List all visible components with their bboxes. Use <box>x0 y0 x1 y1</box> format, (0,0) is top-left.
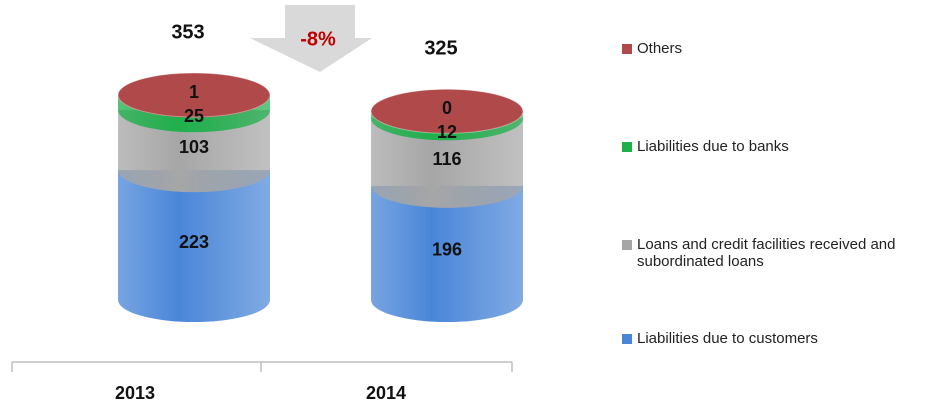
value-label: 223 <box>179 232 209 252</box>
cylinder-segment <box>371 118 523 208</box>
cylinder-top <box>370 88 524 134</box>
value-label: 1 <box>189 82 199 102</box>
total-label: 353 <box>171 21 204 43</box>
x-tick-label: 2014 <box>366 383 406 403</box>
cylinder-top <box>117 72 271 118</box>
cylinder-segment <box>118 110 270 193</box>
cylinder-segment <box>371 185 523 322</box>
legend-swatch <box>622 44 632 54</box>
legend-label: Liabilities due to customers <box>637 330 818 347</box>
legend-item: Loans and credit facilities received and… <box>622 236 942 270</box>
value-label: 116 <box>432 149 461 169</box>
legend-item: Liabilities due to customers <box>622 330 942 347</box>
change-arrow <box>250 5 372 72</box>
legend-item: Others <box>622 40 942 57</box>
value-label: 103 <box>179 137 209 157</box>
x-tick-label: 2013 <box>115 383 155 403</box>
legend-item: Liabilities due to banks <box>622 138 942 155</box>
legend-label: Loans and credit facilities received and… <box>637 236 896 270</box>
change-annotation: -8% <box>300 28 336 50</box>
value-label: 0 <box>442 98 452 118</box>
value-label: 196 <box>432 240 462 260</box>
legend-label: Liabilities due to banks <box>637 138 789 155</box>
legend-swatch <box>622 240 632 250</box>
value-label: 25 <box>184 106 204 126</box>
total-label: 325 <box>424 38 457 60</box>
legend-swatch <box>622 142 632 152</box>
legend-swatch <box>622 334 632 344</box>
cylinder-segment <box>118 170 270 322</box>
legend-label: Others <box>637 40 683 57</box>
value-label: 12 <box>437 122 457 142</box>
